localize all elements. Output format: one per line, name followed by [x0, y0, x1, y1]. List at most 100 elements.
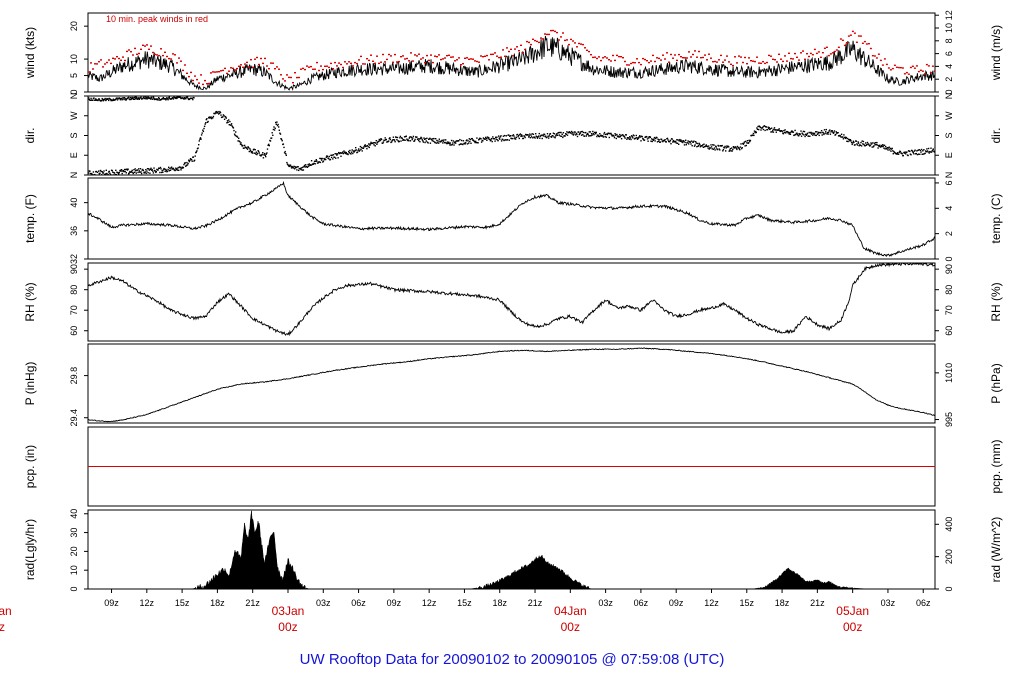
peak-mark [376, 55, 378, 57]
peak-mark [466, 57, 468, 59]
dir-mark [182, 166, 185, 169]
dir-mark [811, 132, 813, 134]
peak-mark [664, 58, 666, 60]
dir-mark [123, 170, 125, 173]
dir-mark [131, 169, 133, 172]
dir-mark [917, 153, 920, 155]
dir-mark [833, 131, 835, 134]
dir-mark [566, 134, 569, 136]
peak-mark [628, 64, 630, 66]
dir-mark [315, 159, 317, 161]
dir-mark [610, 134, 613, 136]
dir-mark [486, 136, 489, 138]
dir-mark [242, 144, 244, 147]
peak-mark [813, 48, 816, 51]
dir-mark [605, 136, 607, 138]
dir-mark [92, 174, 94, 175]
dir-mark [475, 140, 477, 143]
dir-mark [636, 137, 638, 139]
dir-mark [928, 152, 930, 154]
dir-mark [756, 128, 759, 130]
dir-mark [275, 123, 277, 125]
dir-mark [432, 138, 434, 140]
dir-mark [925, 151, 927, 153]
dir-mark [702, 146, 705, 148]
peak-mark [616, 54, 618, 57]
series-rh-0 [88, 263, 935, 337]
ytick-right-label: S [944, 132, 954, 138]
peak-mark [656, 57, 658, 59]
peak-mark [650, 60, 652, 62]
dir-mark [716, 148, 719, 151]
peak-mark [194, 75, 196, 77]
dir-mark [438, 138, 440, 140]
dir-mark [726, 145, 728, 147]
peak-mark [192, 79, 194, 82]
peak-mark [406, 57, 408, 60]
dir-mark [672, 139, 675, 142]
dir-mark [663, 140, 666, 142]
peak-mark [266, 65, 268, 67]
dir-mark [435, 138, 437, 140]
dir-mark [835, 133, 837, 136]
dir-mark [225, 116, 227, 118]
xtick-label: 18z [210, 598, 225, 608]
peak-mark [532, 38, 534, 40]
dir-mark [158, 97, 160, 99]
peak-mark [258, 63, 260, 66]
dir-mark [410, 137, 413, 139]
xtick-label: 12z [140, 598, 155, 608]
dir-mark [576, 133, 578, 135]
dir-mark [606, 133, 609, 136]
dir-mark [888, 146, 890, 148]
dir-mark [790, 131, 792, 133]
peak-mark [282, 78, 284, 80]
peak-mark [322, 68, 324, 71]
dir-mark [397, 140, 399, 142]
dir-mark [746, 140, 749, 142]
dir-mark [199, 137, 202, 139]
peak-mark [210, 72, 212, 74]
dir-mark [453, 144, 455, 146]
dir-mark [921, 153, 923, 155]
dir-mark [165, 99, 167, 101]
dir-mark [380, 138, 382, 140]
dir-mark [152, 172, 155, 174]
peak-mark [238, 65, 240, 67]
peak-mark [392, 61, 394, 63]
dir-mark [639, 136, 642, 138]
dir-mark [539, 137, 541, 139]
peak-mark [881, 64, 884, 66]
peak-mark [92, 68, 94, 70]
peak-mark [909, 66, 912, 69]
dir-mark [466, 139, 468, 141]
dir-mark [464, 143, 466, 145]
peak-mark [875, 57, 878, 59]
dir-mark [785, 132, 787, 134]
peak-mark [122, 56, 124, 58]
dir-mark [788, 133, 790, 135]
peak-mark [640, 63, 642, 66]
dir-mark [778, 128, 780, 130]
dir-mark [690, 140, 693, 142]
dir-mark [852, 142, 854, 144]
dir-mark [798, 133, 800, 135]
peak-mark [364, 63, 366, 65]
dir-mark [660, 138, 663, 140]
dir-mark [558, 131, 560, 134]
peak-mark [825, 46, 828, 48]
ytick-label: 29.4 [69, 409, 79, 427]
dir-mark [328, 158, 330, 160]
dir-mark [766, 128, 769, 131]
dir-mark [373, 142, 376, 144]
dir-mark [471, 137, 473, 140]
ytick-right-label: 6 [944, 180, 954, 185]
peak-mark [286, 74, 288, 76]
dir-mark [824, 132, 826, 135]
dir-mark [803, 130, 806, 133]
peak-mark [314, 68, 316, 70]
dir-mark [730, 147, 733, 149]
dir-mark [718, 145, 720, 147]
dir-mark [126, 168, 128, 170]
dir-mark [578, 133, 580, 136]
